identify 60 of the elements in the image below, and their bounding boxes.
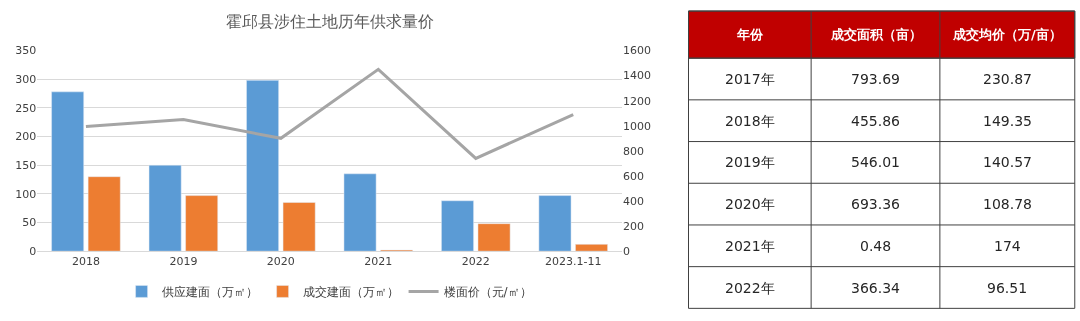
legend-label: 楼面价（元/㎡）: [443, 285, 532, 300]
x-tick-label: 2019: [169, 255, 198, 269]
data-label: 693.36: [851, 196, 901, 212]
data-label: 149.35: [983, 113, 1032, 129]
bar: [148, 164, 182, 252]
data-label: 96.51: [987, 280, 1028, 296]
bar: [282, 202, 316, 252]
data-label: 108.78: [983, 196, 1032, 212]
line-series: [84, 67, 575, 160]
y2-tick-label: 1400: [622, 69, 651, 83]
y2-tick-label: 1000: [622, 119, 651, 133]
x-tick-label: 2018: [71, 255, 100, 269]
y-tick-label: 300: [15, 73, 37, 87]
y2-tick-label: 1200: [622, 94, 651, 108]
y2-tick-label: 200: [622, 219, 644, 233]
x-tick-label: 2020: [266, 255, 295, 269]
y2-tick-label: 0: [622, 245, 630, 259]
bar: [185, 195, 218, 252]
bar: [477, 223, 511, 252]
legend-label: 成交建面（万㎡）: [302, 285, 399, 300]
data-label: 793.69: [851, 71, 900, 87]
y2-tick-label: 1600: [622, 44, 651, 58]
data-label: 366.34: [851, 280, 901, 296]
data-label: 0.48: [860, 238, 892, 254]
bar: [441, 200, 474, 252]
chart-title: 霍邱县涉住土地历年供求量价: [226, 12, 434, 31]
y-axis-title: 年份: [736, 27, 764, 42]
y-tick-label: 2017年: [725, 71, 775, 87]
y-tick-label: 2018年: [725, 113, 775, 129]
y-tick-label: 150: [15, 159, 37, 173]
bar: [246, 80, 279, 252]
y-tick-label: 350: [15, 44, 37, 58]
y-tick-label: 2022年: [725, 280, 775, 296]
legend-label: 供应建面（万㎡）: [161, 285, 258, 300]
y-tick-label: 100: [15, 187, 37, 201]
bar: [87, 176, 121, 252]
x-tick-label: 2023.1-11: [545, 255, 602, 269]
y-tick-label: 200: [15, 130, 37, 144]
y-tick-label: 2020年: [725, 196, 775, 212]
x-tick-label: 2021: [364, 255, 393, 269]
x-tick-label: 成交面积（亩）: [830, 27, 922, 42]
y2-tick-label: 800: [622, 144, 644, 158]
y-tick-label: 2021年: [725, 238, 775, 254]
y-tick-label: 50: [22, 216, 37, 230]
x-tick-label: 2022: [461, 255, 490, 269]
bar: [343, 173, 377, 252]
y-tick-label: 250: [15, 101, 37, 115]
data-label: 230.87: [983, 71, 1032, 87]
y-tick-label: 0: [29, 245, 37, 259]
y2-tick-label: 400: [622, 194, 644, 208]
data-label: 455.86: [851, 113, 901, 129]
data-label: 174: [994, 238, 1021, 254]
y-tick-label: 2019年: [725, 154, 775, 170]
bar: [538, 195, 572, 252]
data-label: 140.57: [983, 154, 1032, 170]
data-label: 546.01: [851, 154, 900, 170]
x-tick-label: 成交均价（万/亩）: [952, 27, 1062, 42]
bar: [575, 244, 608, 252]
bar: [51, 91, 84, 252]
y2-tick-label: 600: [622, 169, 644, 183]
